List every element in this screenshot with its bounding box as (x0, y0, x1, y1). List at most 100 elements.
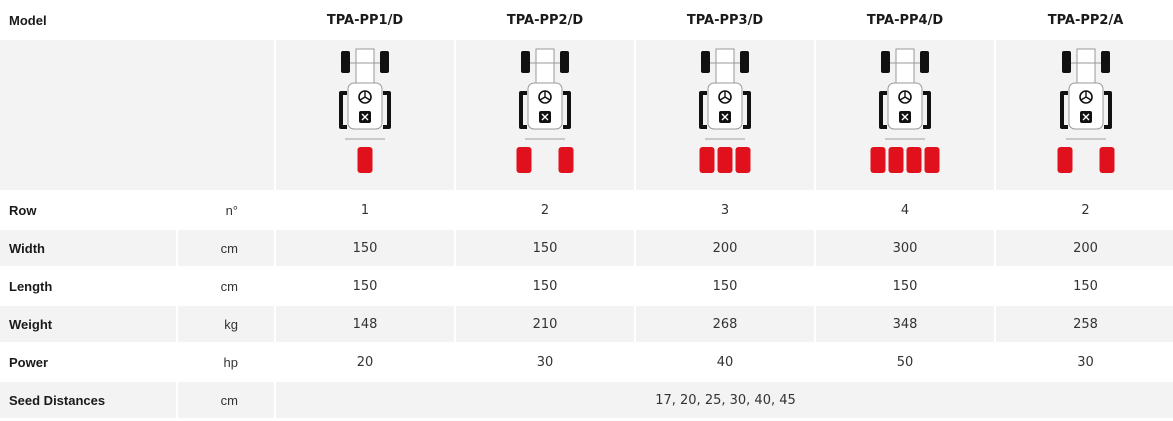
front-wheel-left (1061, 51, 1071, 73)
row-value: 4 (816, 190, 994, 230)
seat-mark (1082, 113, 1089, 121)
planter-row-unit (888, 147, 904, 173)
model-name: TPA-PP4/D (816, 0, 994, 40)
spec-row-weight: Weight kg 148 210 268 348 258 (0, 306, 1173, 342)
rear-wheel-right (1103, 91, 1112, 129)
diagram-row-spacer (0, 40, 274, 190)
power-value: 50 (816, 342, 994, 382)
weight-value: 258 (996, 306, 1173, 342)
seed-distances-label: Seed Distances (0, 382, 176, 418)
steering-spokes (719, 91, 731, 101)
width-label: Width (0, 230, 176, 266)
weight-label: Weight (0, 306, 176, 342)
tractor-body (707, 82, 743, 130)
planter-row-unit (357, 147, 373, 173)
rear-wheel-right (563, 91, 571, 129)
front-wheel-right (740, 51, 749, 73)
planter-row-unit (1099, 147, 1114, 173)
front-wheel-right (920, 51, 929, 73)
seat-mark (361, 113, 369, 121)
diagram-row (0, 40, 1173, 190)
length-value: 150 (276, 266, 454, 306)
diagram-cell (636, 40, 814, 190)
rear-wheel-left (339, 91, 347, 129)
length-value: 150 (996, 266, 1173, 306)
front-wheel-right (380, 51, 389, 73)
tractor-hood (715, 48, 735, 86)
model-name: TPA-PP1/D (276, 0, 454, 40)
power-value: 40 (636, 342, 814, 382)
diagram-cell (996, 40, 1173, 190)
power-unit: hp (178, 342, 274, 382)
length-value: 150 (816, 266, 994, 306)
planter-row-unit (870, 147, 886, 173)
tractor-planter-4-row-icon (870, 48, 940, 173)
planter-row-unit (558, 147, 574, 173)
rear-wheel-right (923, 91, 931, 129)
seat-mark (721, 113, 729, 121)
front-wheel-left (701, 51, 710, 73)
model-name: TPA-PP2/A (996, 0, 1173, 40)
power-value: 30 (996, 342, 1173, 382)
row-value: 1 (276, 190, 454, 230)
weight-value: 210 (456, 306, 634, 342)
spec-row-width: Width cm 150 150 200 300 200 (0, 230, 1173, 266)
tractor-body (1068, 82, 1103, 130)
rear-wheel-right (383, 91, 391, 129)
planter-row-unit (516, 147, 532, 173)
diagram-cell (456, 40, 634, 190)
row-value: 3 (636, 190, 814, 230)
tractor-body (527, 82, 563, 130)
length-value: 150 (456, 266, 634, 306)
row-unit: n° (178, 190, 274, 230)
steering-spokes (899, 91, 911, 101)
header-row: Model TPA-PP1/D TPA-PP2/D TPA-PP3/D TPA-… (0, 0, 1173, 40)
rear-wheel-left (879, 91, 887, 129)
front-wheel-right (1100, 51, 1110, 73)
planter-row-unit (906, 147, 922, 173)
power-value: 20 (276, 342, 454, 382)
width-value: 200 (996, 230, 1173, 266)
row-label: Row (0, 190, 176, 230)
model-name: TPA-PP3/D (636, 0, 814, 40)
diagram-cell (276, 40, 454, 190)
front-wheel-left (881, 51, 890, 73)
seed-distances-value: 17, 20, 25, 30, 40, 45 (276, 382, 1173, 418)
row-value: 2 (456, 190, 634, 230)
spec-row-row: Row n° 1 2 3 4 2 (0, 190, 1173, 230)
tractor-planter-1-row-icon (339, 48, 391, 173)
front-wheel-left (521, 51, 530, 73)
weight-unit: kg (178, 306, 274, 342)
tractor-hood (355, 48, 375, 86)
steering-spokes (1080, 91, 1091, 101)
width-unit: cm (178, 230, 274, 266)
tractor-planter-3-row-icon (699, 48, 751, 173)
weight-value: 348 (816, 306, 994, 342)
planter-row-unit (699, 147, 715, 173)
steering-spokes (539, 91, 551, 101)
seat-mark (901, 113, 909, 121)
tractor-hood (895, 48, 915, 86)
diagram-cell (816, 40, 994, 190)
power-label: Power (0, 342, 176, 382)
rear-wheel-left (699, 91, 707, 129)
width-value: 150 (456, 230, 634, 266)
tractor-body (887, 82, 923, 130)
front-wheel-left (341, 51, 350, 73)
power-value: 30 (456, 342, 634, 382)
planter-row-unit (735, 147, 751, 173)
seed-distances-unit: cm (178, 382, 274, 418)
planter-row-unit (1057, 147, 1072, 173)
width-value: 200 (636, 230, 814, 266)
model-label: Model (0, 0, 274, 40)
seat-mark (541, 113, 549, 121)
rear-wheel-left (519, 91, 527, 129)
spec-row-length: Length cm 150 150 150 150 150 (0, 266, 1173, 306)
tractor-planter-2-row-icon (516, 48, 574, 173)
rear-wheel-right (743, 91, 751, 129)
spec-row-seed-distances: Seed Distances cm 17, 20, 25, 30, 40, 45 (0, 382, 1173, 418)
tractor-planter-2-row-icon (1057, 48, 1114, 173)
front-wheel-right (560, 51, 569, 73)
tractor-body (347, 82, 383, 130)
